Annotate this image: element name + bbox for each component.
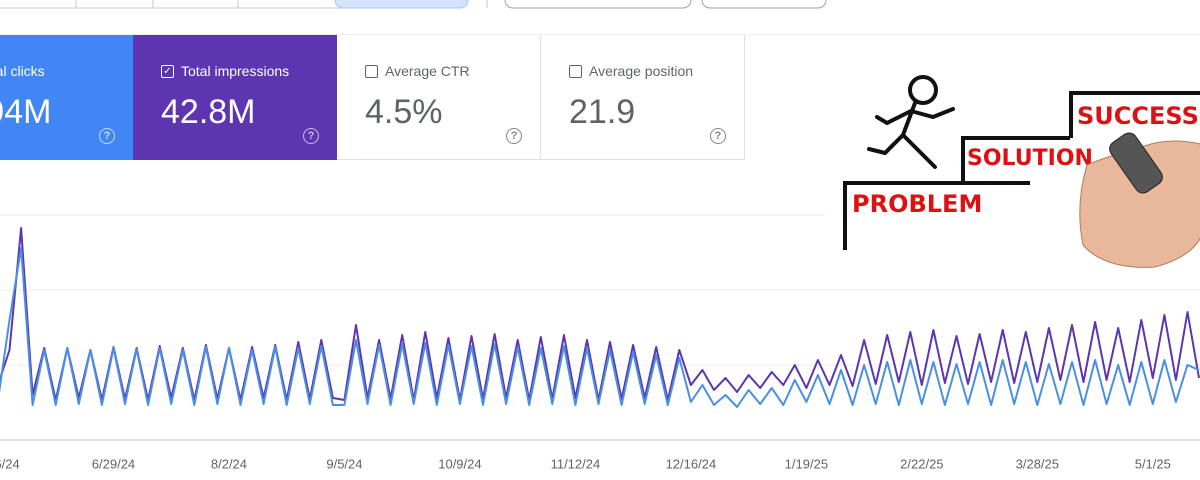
metric-card[interactable]: ✓ Total impressions 42.8M ? [133,35,337,160]
metric-card[interactable]: Average CTR 4.5% ? [337,35,541,160]
series-line [0,247,1200,408]
x-tick-label: 12/16/24 [666,456,717,471]
hand [1079,132,1200,268]
metric-card[interactable]: Total clicks 1.94M ? [0,35,133,160]
button[interactable] [504,0,692,9]
x-tick-label: 11/12/24 [551,456,601,471]
x-tick-label: 10/9/24 [438,456,481,471]
metric-value: 42.8M [161,93,256,131]
step-label: SUCCESS [1077,102,1199,130]
step-label: PROBLEM [852,190,982,218]
illustration: PROBLEM SOLUTION SUCCESS [825,55,1200,275]
checkbox[interactable] [365,65,378,78]
step-label: SOLUTION [967,146,1093,171]
x-tick-label: 5/26/24 [0,456,20,471]
help-icon[interactable]: ? [710,128,726,144]
checkbox[interactable] [569,65,582,78]
x-tick-label: 9/5/24 [326,456,362,471]
x-tick-label: 8/2/24 [211,456,247,471]
x-tick-label: 5/1/25 [1135,456,1171,471]
button[interactable] [701,0,827,9]
stairs [843,91,1200,250]
metric-label: Average position [589,63,694,79]
metric-value: 1.94M [0,93,52,131]
metric-label: Average CTR [385,63,470,79]
help-icon[interactable]: ? [506,128,522,144]
x-tick-label: 3/28/25 [1016,456,1059,471]
help-icon[interactable]: ? [99,128,115,144]
stick-figure [867,75,955,169]
metric-card[interactable]: Average position 21.9 ? [541,35,745,160]
metric-label: Total impressions [181,63,290,79]
help-icon[interactable]: ? [303,128,319,144]
metric-value: 4.5% [365,93,443,131]
active-chip[interactable] [334,0,469,9]
separator [0,34,1200,35]
x-tick-label: 1/19/25 [785,456,828,471]
x-tick-label: 2/22/25 [900,456,943,471]
metric-value: 21.9 [569,93,636,131]
toolbar [0,0,1200,35]
checkbox[interactable]: ✓ [161,65,174,78]
metric-label: Total clicks [0,63,45,79]
x-tick-label: 6/29/24 [92,456,135,471]
